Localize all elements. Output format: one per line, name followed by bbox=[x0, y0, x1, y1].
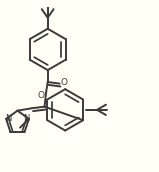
Text: O: O bbox=[38, 91, 45, 100]
Text: O: O bbox=[60, 78, 67, 87]
Text: N: N bbox=[23, 114, 30, 123]
Text: N: N bbox=[5, 114, 12, 123]
